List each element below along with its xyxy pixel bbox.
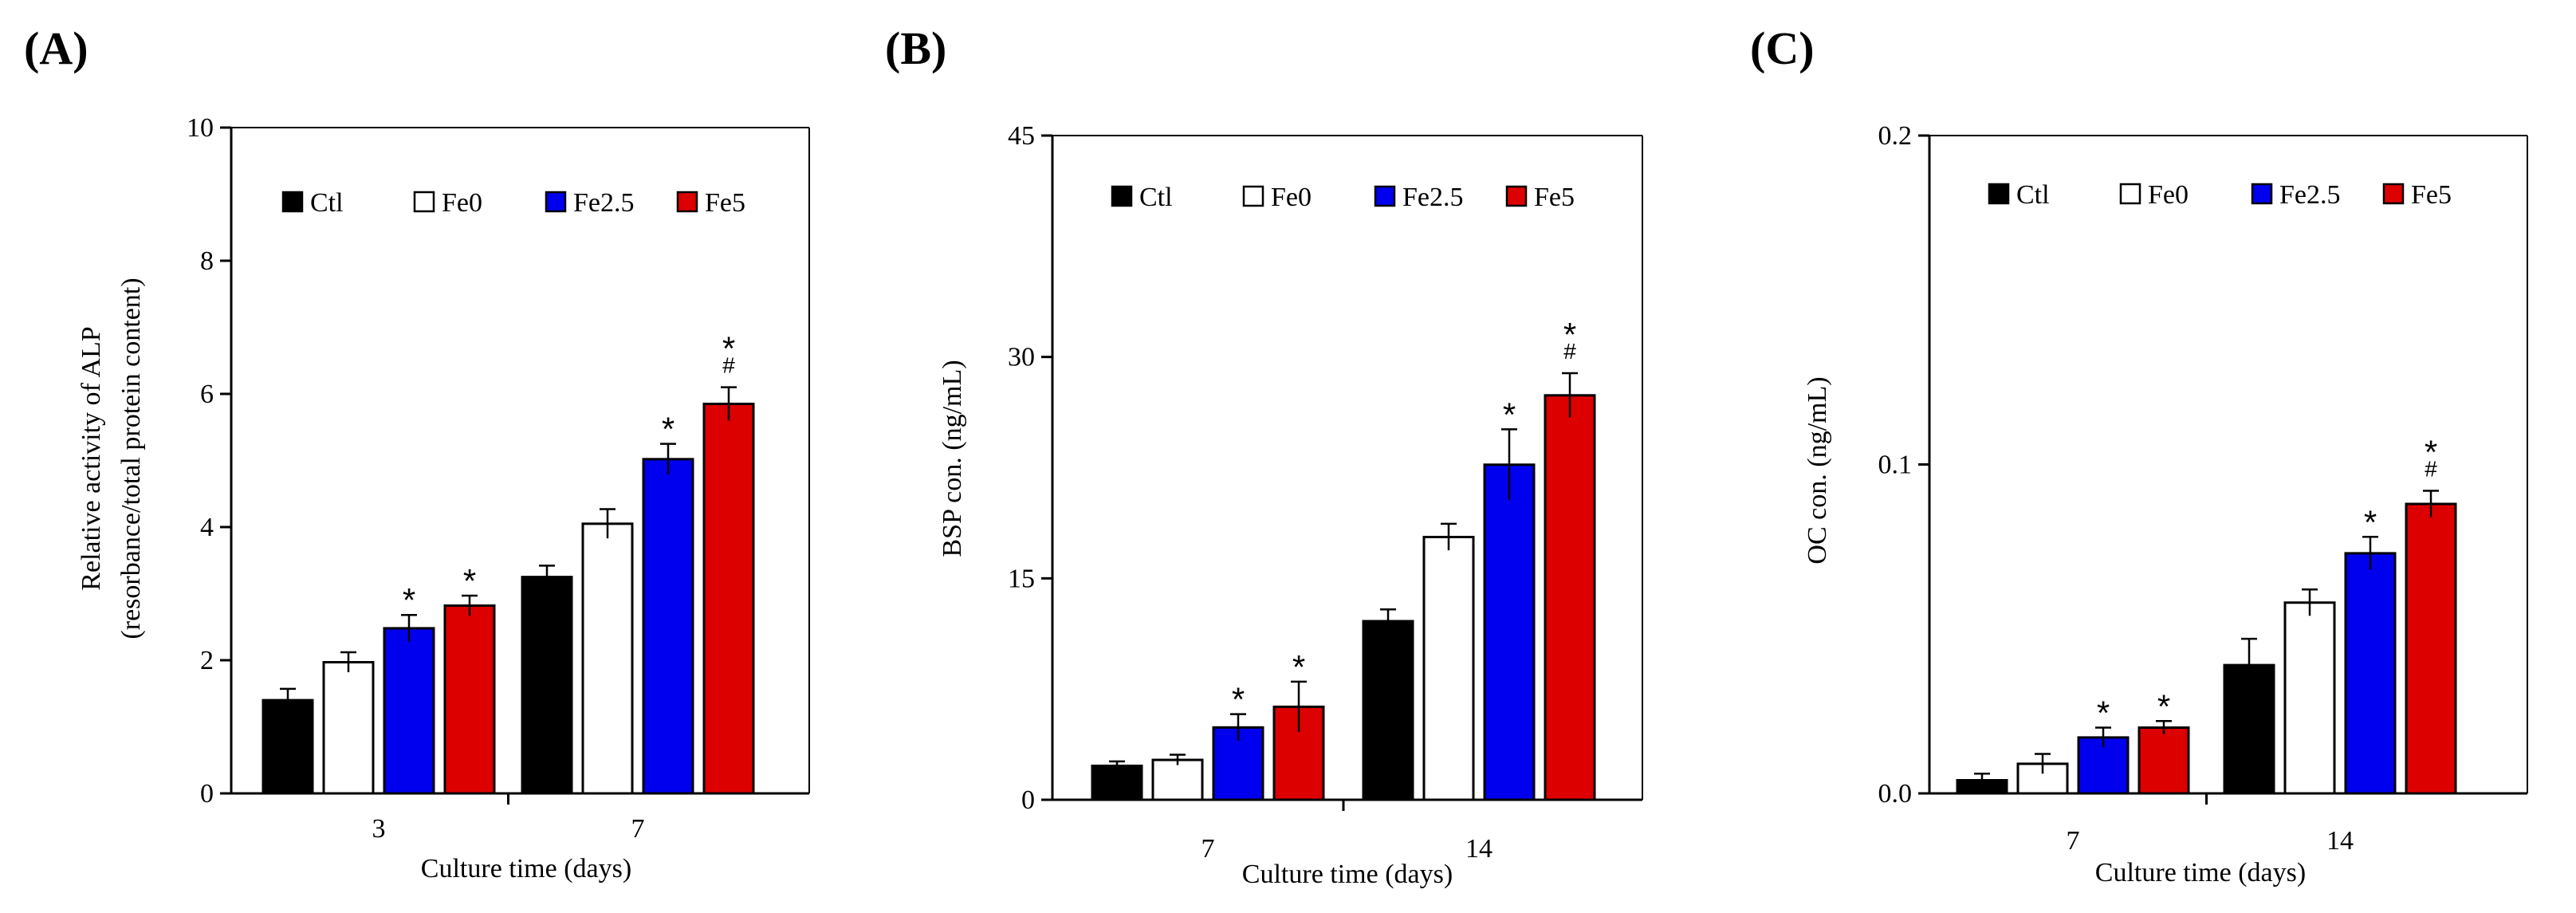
- y-tick-label: 0: [200, 779, 214, 809]
- significance-hash: #: [2425, 457, 2437, 482]
- chart-panel-2: (B) 0 15 30 45 7 14 Culture time (days) BSP con.…: [885, 22, 1643, 889]
- y-tick-label: 30: [1008, 343, 1035, 372]
- legend-label: Fe0: [2148, 180, 2189, 210]
- bar: [521, 576, 573, 795]
- y-tick-label: 4: [200, 513, 214, 542]
- bar: [2405, 502, 2457, 795]
- x-tick-label: 7: [1201, 834, 1215, 864]
- bar: [2137, 726, 2190, 795]
- significance-star: *: [662, 411, 674, 448]
- legend-swatch: [2119, 183, 2141, 205]
- legend-swatch: [413, 191, 435, 213]
- significance-hash: #: [1563, 339, 1576, 364]
- panel-label: (C): [1750, 22, 1815, 74]
- legend-swatch: [1988, 183, 2010, 205]
- legend-label: Fe5: [1534, 183, 1575, 212]
- significance-star: *: [463, 562, 476, 600]
- legend-label: Fe5: [2411, 180, 2452, 210]
- bar: [1483, 463, 1536, 801]
- y-tick-label: 6: [200, 380, 214, 409]
- significance-star: *: [1563, 316, 1576, 353]
- significance-star: *: [1292, 648, 1305, 686]
- y-axis-title: BSP con. (ng/mL): [938, 360, 967, 557]
- significance-star: *: [2097, 695, 2110, 732]
- legend-swatch: [1505, 185, 1528, 207]
- x-tick-label: 3: [372, 814, 386, 844]
- y-tick-label: 0.2: [1878, 121, 1913, 151]
- bar: [1422, 536, 1475, 801]
- bar: [262, 699, 314, 795]
- x-axis-title: Culture time (days): [1242, 860, 1453, 889]
- bar: [642, 458, 694, 795]
- x-axis-title: Culture time (days): [421, 854, 631, 883]
- y-tick-label: 0: [1021, 785, 1035, 815]
- significance-star: *: [403, 581, 415, 619]
- legend-swatch: [545, 191, 567, 213]
- bar: [581, 522, 634, 795]
- significance-hash: #: [722, 353, 735, 378]
- bar: [383, 627, 435, 795]
- significance-star: *: [2364, 503, 2377, 541]
- x-tick-label: 14: [2326, 826, 2354, 856]
- x-tick-label: 7: [2067, 826, 2080, 856]
- significance-star: *: [1232, 681, 1245, 718]
- y-axis-title: OC con. (ng/mL): [1803, 376, 1832, 564]
- legend-swatch: [676, 191, 698, 213]
- legend-label: Fe2.5: [2279, 180, 2341, 210]
- legend-label: Fe0: [442, 188, 482, 218]
- legend-label: Fe2.5: [573, 188, 635, 218]
- legend-swatch: [1111, 185, 1133, 207]
- legend-label: Ctl: [310, 188, 344, 218]
- bar: [1544, 394, 1596, 801]
- legend-swatch: [2382, 183, 2405, 205]
- legend-label: Ctl: [2016, 180, 2050, 210]
- bar: [1362, 620, 1414, 801]
- x-tick-label: 14: [1465, 834, 1493, 864]
- x-axis-title: Culture time (days): [2095, 858, 2306, 887]
- significance-star: *: [2157, 687, 2170, 725]
- y-tick-label: 45: [1008, 121, 1035, 151]
- bar: [443, 604, 496, 795]
- chart-panel-3: (C) 0.0 0.1 0.2 7 14 Culture time (days) OC con…: [1750, 22, 2528, 887]
- significance-star: *: [2425, 434, 2437, 471]
- legend-swatch: [1374, 185, 1396, 207]
- y-tick-label: 0.1: [1878, 451, 1913, 480]
- y-tick-label: 15: [1008, 564, 1035, 593]
- legend-swatch: [2251, 183, 2273, 205]
- x-tick-label: 7: [631, 814, 645, 844]
- bar: [1151, 758, 1204, 801]
- legend-swatch: [1242, 185, 1264, 207]
- panel-label: (B): [885, 22, 946, 74]
- bar: [2283, 601, 2336, 795]
- y-axis-title: Relative activity of ALP: [77, 326, 106, 590]
- bar: [1091, 764, 1143, 801]
- y-tick-label: 0.0: [1878, 779, 1913, 809]
- legend-label: Ctl: [1139, 183, 1173, 212]
- bar: [2344, 552, 2397, 795]
- y-tick-label: 10: [187, 113, 214, 143]
- legend-label: Fe0: [1271, 183, 1312, 212]
- legend-swatch: [281, 191, 304, 213]
- bar: [702, 403, 755, 795]
- y-axis-title-line2: (resorbance/total protein content): [116, 277, 146, 639]
- panel-label: (A): [24, 22, 88, 74]
- legend-label: Fe2.5: [1402, 183, 1464, 212]
- y-tick-label: 2: [200, 646, 214, 675]
- legend-label: Fe5: [705, 188, 745, 218]
- significance-star: *: [1503, 396, 1516, 433]
- y-tick-label: 8: [200, 246, 214, 276]
- significance-star: *: [722, 330, 735, 368]
- bar: [322, 661, 375, 795]
